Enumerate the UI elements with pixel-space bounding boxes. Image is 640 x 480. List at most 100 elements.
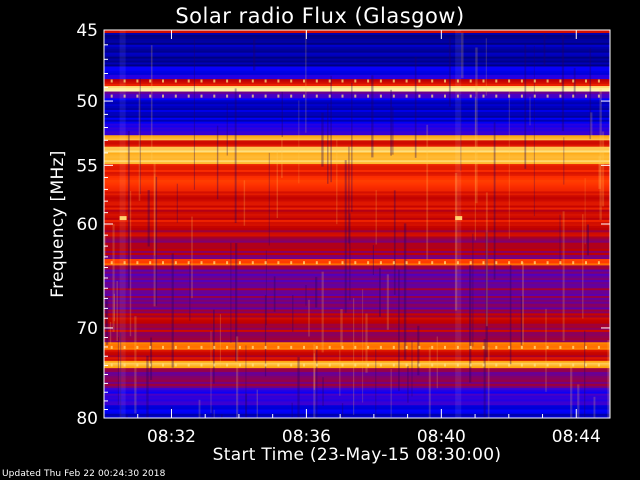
time-streak	[533, 45, 535, 217]
flux-band-11-row-3	[104, 169, 610, 173]
flux-band-17-row-1	[104, 290, 610, 293]
flux-band-11-row-15	[104, 193, 610, 196]
periodic-dot	[495, 79, 498, 83]
periodic-dot	[290, 345, 293, 349]
periodic-dot	[482, 363, 485, 367]
periodic-dot	[328, 363, 331, 367]
periodic-dot	[251, 363, 254, 367]
periodic-dot	[585, 345, 587, 349]
periodic-dot	[559, 363, 562, 367]
flux-band-14-row-5	[104, 250, 610, 254]
time-streak	[485, 38, 487, 96]
periodic-dot	[123, 345, 126, 349]
flux-band-21-row-2	[104, 364, 610, 367]
time-streak	[150, 45, 153, 163]
flux-band-12-row-1	[104, 197, 610, 200]
flux-band-23-row-3	[104, 393, 610, 397]
periodic-dot	[444, 345, 446, 349]
periodic-dot	[379, 261, 382, 265]
periodic-dot	[533, 363, 536, 367]
flux-band-11-row-2	[104, 168, 610, 171]
flux-band-6-row-11	[104, 119, 610, 123]
time-streak	[321, 112, 324, 167]
time-streak	[375, 349, 377, 418]
periodic-dot	[341, 261, 344, 265]
flux-band-23-row-6	[104, 399, 610, 402]
time-streak	[520, 296, 523, 346]
time-streak	[265, 250, 267, 326]
flux-band-18-row-13	[104, 340, 610, 343]
flux-band-1-row-9	[104, 50, 610, 54]
time-streak	[298, 100, 300, 184]
time-streak	[105, 295, 107, 330]
time-streak	[139, 78, 141, 195]
flux-band-1-row-11	[104, 54, 610, 58]
flux-band-12-row-3	[104, 201, 610, 205]
periodic-dot	[264, 261, 267, 265]
periodic-dot	[277, 345, 280, 349]
time-streak	[524, 44, 527, 169]
periodic-dot	[264, 363, 267, 367]
flux-band-18-row-2	[104, 317, 610, 321]
periodic-dot	[200, 79, 203, 83]
time-streak	[146, 355, 149, 418]
event-column-1	[455, 30, 462, 418]
periodic-dot	[405, 94, 408, 98]
flux-band-18-row-3	[104, 319, 610, 323]
flux-band-10-row-7	[104, 160, 610, 163]
flux-band-6-row-4	[104, 106, 610, 109]
flux-band-16-row-8	[104, 282, 610, 285]
time-streak	[327, 103, 329, 184]
periodic-dot	[585, 261, 587, 265]
periodic-dot	[354, 363, 357, 367]
time-streak	[372, 245, 374, 275]
periodic-dot	[136, 79, 139, 83]
flux-band-6-row-12	[104, 121, 610, 125]
flux-band-17-row-8	[104, 303, 610, 307]
flux-band-5-row-0	[104, 91, 610, 95]
time-streak	[297, 357, 300, 418]
flux-band-12-row-6	[104, 207, 610, 211]
periodic-dot	[136, 363, 139, 367]
periodic-dot	[546, 94, 549, 98]
time-streak	[379, 267, 381, 317]
flux-band-12-row-10	[104, 215, 610, 219]
flux-band-10-row-4	[104, 154, 610, 157]
flux-band-11-row-4	[104, 171, 610, 175]
flux-band-1-row-3	[104, 38, 610, 42]
flux-band-14-row-0	[104, 240, 610, 244]
periodic-dot	[328, 261, 331, 265]
time-streak	[113, 293, 115, 322]
time-streak	[315, 276, 318, 308]
flux-band-6-row-8	[104, 113, 610, 117]
periodic-dot	[213, 94, 216, 98]
time-streak	[349, 213, 351, 301]
periodic-dot	[559, 94, 562, 98]
flux-band-18-row-11	[104, 336, 610, 339]
periodic-dot	[136, 345, 139, 349]
periodic-dot	[559, 261, 562, 265]
periodic-dot	[456, 261, 459, 265]
flux-band-0-row-0	[104, 30, 610, 34]
periodic-dot	[392, 79, 395, 83]
time-streak	[219, 314, 221, 367]
flux-band-13-row-4	[104, 232, 610, 236]
time-streak	[116, 281, 118, 341]
time-streak	[348, 146, 350, 244]
flux-band-22-row-1	[104, 370, 610, 373]
time-streak	[341, 403, 344, 418]
flux-band-13-row-6	[104, 236, 610, 240]
periodic-dot	[149, 79, 152, 83]
periodic-dot	[533, 261, 536, 265]
periodic-dot	[136, 94, 139, 98]
periodic-dot	[367, 363, 370, 367]
periodic-dot	[520, 79, 523, 83]
flux-band-15-row-0	[104, 259, 610, 262]
flux-band-17-row-7	[104, 301, 610, 305]
time-streak	[436, 336, 438, 389]
periodic-dot	[341, 345, 344, 349]
flux-band-13-row-3	[104, 230, 610, 233]
periodic-dot	[123, 79, 126, 83]
time-streak	[390, 369, 392, 418]
periodic-dot	[123, 94, 126, 98]
